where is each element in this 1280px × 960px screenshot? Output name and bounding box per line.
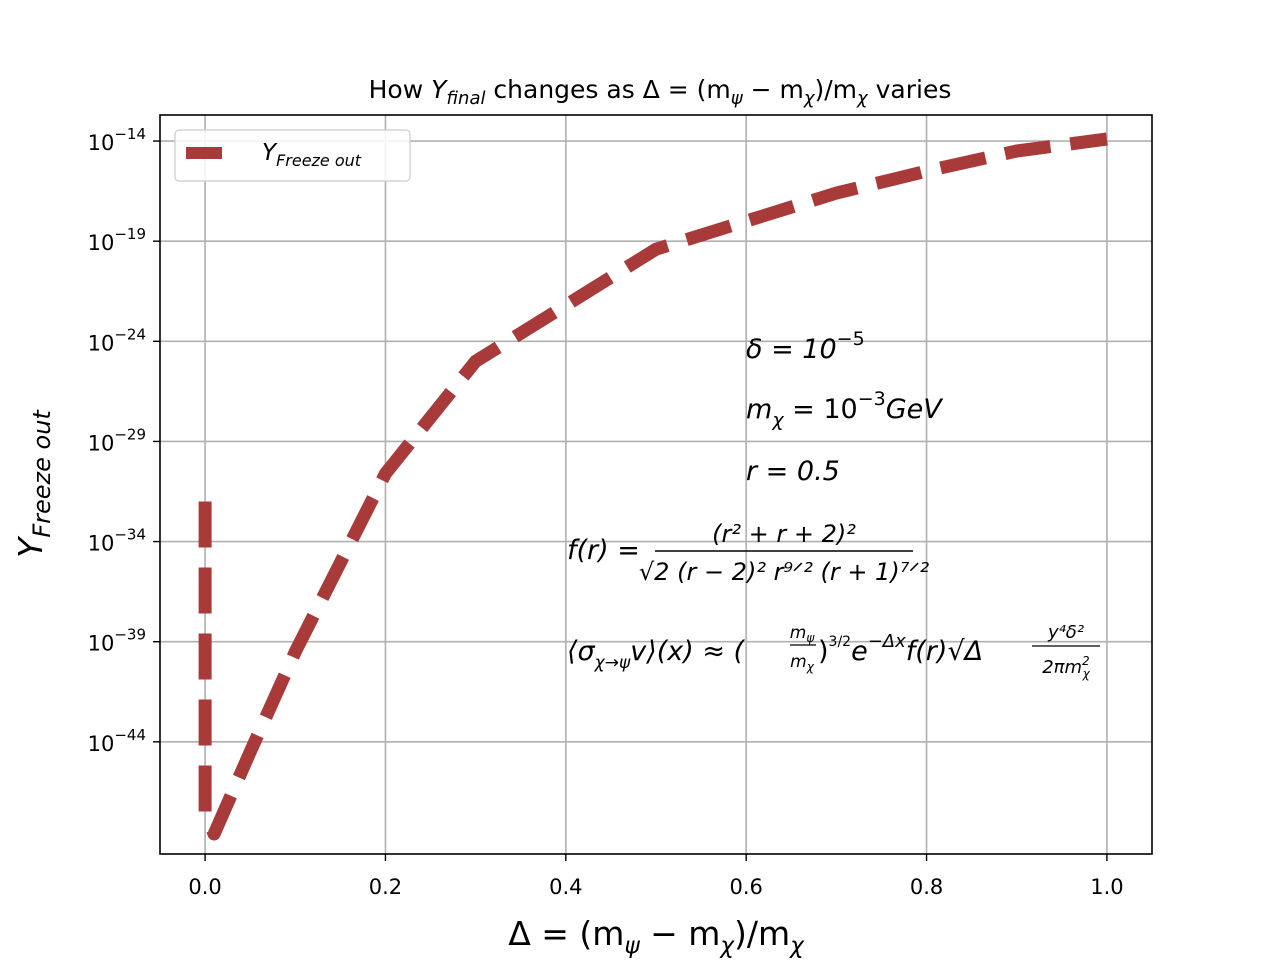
x-axis-label-sub2: χ [718,933,735,959]
chart-title-sub2: χ [803,88,816,109]
annotation-sigma-exp-e: e [851,636,868,667]
chart-title-suffix: varies [868,75,952,104]
legend-label-main: Y [262,140,278,166]
annotation-r: r = 0.5 [746,456,840,487]
x-tick-label: 0.6 [729,875,762,899]
x-tick-layer: 0.0 0.2 0.4 0.6 0.8 1.0 [188,854,1124,899]
annotations: δ = 10−5 mχ = 10−3GeV r = 0.5 f(r) = (r²… [567,328,1100,681]
annotation-mchi-exp: −3 [858,388,886,410]
x-axis-label-sub1: ψ [624,933,640,959]
x-axis-label: Δ = (mψ − mχ)/mχ [508,914,805,959]
y-tick-label: 10−39 [88,626,146,656]
annotation-sigma-lhs-sub: χ→ψ [594,653,631,673]
x-tick-label: 0.8 [910,875,943,899]
x-tick-label: 0.4 [549,875,582,899]
x-tick-label: 0.2 [369,875,402,899]
annotation-sigma-frac-den-m: m [790,652,807,672]
annotation-mchi-lhs: m [746,394,772,425]
annotation-sigma-power-paren: ) [818,636,829,667]
chart-title-close: )/m [814,75,857,104]
annotation-mchi-mid: = 10 [784,394,858,425]
annotation-sigma-power-exp: 3/2 [829,634,852,650]
annotation-f-numerator: (r² + r + 2)² [712,520,856,548]
chart-title: How Yfinal changes as Δ = (mψ − mχ)/mχ v… [369,75,952,109]
y-axis-label-main: Y [11,535,50,558]
annotation-sigma-frac-num-sub: ψ [806,631,815,645]
annotation-sigma-lhs: ⟨σ [567,636,596,667]
y-tick-label: 10−14 [88,125,146,155]
x-axis-label-main: Δ = (m [508,914,624,953]
annotation-sigma-exp-sup: −Δx [868,631,906,652]
annotation-mchi-unit: GeV [886,394,945,425]
annotation-delta-exp: −5 [837,328,865,350]
chart-title-sub3: χ [856,88,869,109]
annotation-delta: δ = 10−5 [746,328,865,365]
x-axis-label-close: )/m [734,914,790,953]
chart-title-prefix: How [369,75,432,104]
chart-title-mid: changes as Δ = (m [485,75,730,104]
annotation-sigma-lhs-rest: v⟩(x) ≈ ( [630,636,745,667]
y-axis-label: YFreeze out [11,409,56,558]
chart-title-minus: − m [743,75,804,104]
y-tick-label: 10−34 [88,526,146,556]
annotation-sigma-y-den: 2πm2 χ [1042,654,1090,681]
annotation-sigma-rest: f(r)√Δ [906,636,983,667]
plot-frame [159,114,1153,855]
legend-label: YFreeze out [262,140,362,170]
y-tick-label: 10−24 [88,325,146,355]
x-tick-label: 1.0 [1090,875,1123,899]
legend: YFreeze out [174,129,411,182]
annotation-mchi-sub: χ [771,409,784,431]
legend-label-sub: Freeze out [276,151,362,170]
x-axis-label-minus: − m [640,914,721,953]
annotation-sigma-y-den-sup: 2 [1082,654,1090,668]
annotation-sigma-y-num: y⁴δ² [1047,622,1084,643]
annotation-delta-lhs: δ = 10 [746,334,837,365]
annotation-sigma-frac-den-sub: χ [806,660,815,674]
series-layer [198,132,1108,841]
annotation-sigma-frac-num-m: m [790,623,807,643]
annotation-sigma-frac-den: mχ [790,652,815,674]
chart-title-y-symbol: Y [431,75,448,104]
annotation-sigma: ⟨σχ→ψv⟩(x) ≈ ( [567,636,746,673]
y-tick-label: 10−44 [88,726,146,756]
grid-lines [160,115,1152,854]
legend-box [174,129,411,182]
annotation-mchi: mχ = 10−3GeV [746,388,944,431]
y-tick-label: 10−29 [88,425,146,455]
chart-title-y-subscript: final [446,88,485,109]
y-tick-label: 10−19 [88,225,146,255]
annotation-sigma-power: )3/2e−Δxf(r)√Δ [818,631,983,667]
x-tick-label: 0.0 [188,875,221,899]
annotation-f-denominator: √2 (r − 2)² r⁹ᐟ² (r + 1)⁷ᐟ² [639,558,930,586]
annotation-sigma-y-den-main: 2πm [1042,657,1082,678]
y-axis-label-sub: Freeze out [28,409,56,538]
annotation-sigma-frac-num: mψ [790,623,816,645]
x-axis-label-sub3: χ [788,933,805,959]
chart-title-sub1: ψ [731,88,744,109]
series-line [198,132,1108,841]
annotation-sigma-y-den-sub: χ [1082,667,1091,681]
y-tick-layer: 10−14 10−19 10−24 10−29 10−34 10−39 10−44 [88,125,160,756]
annotation-f-lhs: f(r) = [567,535,640,566]
